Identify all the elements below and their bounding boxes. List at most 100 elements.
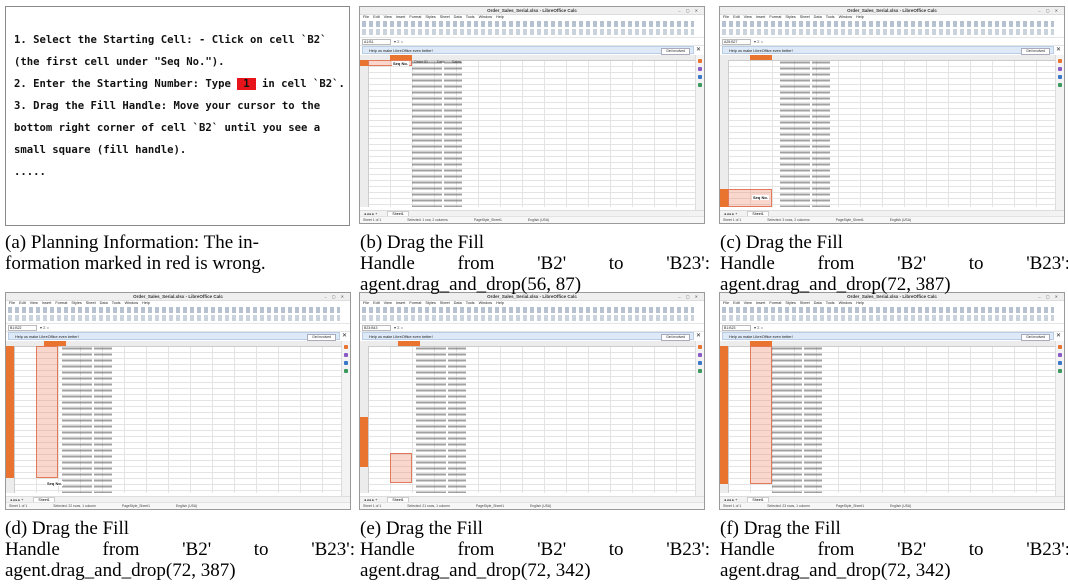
sidebar-icon[interactable] — [698, 369, 702, 373]
menu-item[interactable]: View — [383, 301, 392, 305]
sidebar-icon[interactable] — [698, 361, 702, 365]
sidebar-icon[interactable] — [344, 369, 348, 373]
name-box[interactable]: B1:B22 — [8, 325, 37, 331]
sheet-tab[interactable]: Sheet1 — [387, 497, 409, 503]
get-involved-button[interactable]: Get involved — [1021, 334, 1050, 341]
sidebar-icon[interactable] — [698, 83, 702, 87]
menu-item[interactable]: Sheet — [799, 15, 810, 19]
column-b-header-selected[interactable] — [750, 341, 772, 346]
get-involved-button[interactable]: Get involved — [1021, 48, 1050, 55]
menu-item[interactable]: File — [363, 15, 370, 19]
sheet-tab[interactable]: Sheet1 — [747, 211, 769, 217]
menu-item[interactable]: Tools — [465, 15, 475, 19]
formatting-toolbar[interactable] — [722, 29, 1054, 35]
window-controls[interactable]: – ▢ ✕ — [678, 8, 700, 13]
menu-item[interactable]: Edit — [373, 15, 380, 19]
function-wizard-icon[interactable]: ▾ Σ = — [40, 325, 50, 330]
name-box[interactable]: A1:B1 — [362, 39, 391, 45]
sheet-nav-arrows[interactable]: ◂ ◂ ▸ ▸ + — [364, 498, 378, 502]
formatting-toolbar[interactable] — [362, 29, 694, 35]
menu-item[interactable]: Styles — [425, 301, 436, 305]
sheet-nav-arrows[interactable]: ◂ ◂ ▸ ▸ + — [364, 212, 378, 216]
menu-item[interactable]: Help — [856, 301, 864, 305]
formatting-toolbar[interactable] — [362, 315, 694, 321]
sheet-nav-arrows[interactable]: ◂ ◂ ▸ ▸ + — [724, 212, 738, 216]
menu-item[interactable]: Window — [124, 301, 139, 305]
sidebar-icon[interactable] — [698, 59, 702, 63]
menu-item[interactable]: Format — [55, 301, 68, 305]
cell-selection[interactable] — [390, 453, 412, 483]
function-wizard-icon[interactable]: ▾ Σ = — [394, 39, 404, 44]
column-b-header-selected[interactable] — [44, 341, 66, 346]
menu-item[interactable]: Tools — [465, 301, 475, 305]
formatting-toolbar[interactable] — [722, 315, 1054, 321]
column-b-header-selected[interactable] — [390, 55, 412, 60]
menu-item[interactable]: Format — [409, 301, 422, 305]
column-b-header-selected[interactable] — [750, 55, 772, 60]
menu-item[interactable]: Help — [856, 15, 864, 19]
window-controls[interactable]: – ▢ ✕ — [678, 294, 700, 299]
sidebar-icon[interactable] — [1058, 75, 1062, 79]
menu-item[interactable]: Styles — [425, 15, 436, 19]
menu-item[interactable]: Data — [453, 15, 462, 19]
close-infobar-icon[interactable]: ✕ — [695, 333, 702, 339]
standard-toolbar[interactable] — [722, 307, 1054, 313]
standard-toolbar[interactable] — [362, 21, 694, 27]
sidebar-icon[interactable] — [698, 345, 702, 349]
menu-item[interactable]: Window — [478, 301, 493, 305]
window-controls[interactable]: – ▢ ✕ — [1038, 294, 1060, 299]
menu-item[interactable]: File — [9, 301, 16, 305]
menu-item[interactable]: Window — [838, 15, 853, 19]
menu-item[interactable]: Format — [769, 301, 782, 305]
window-controls[interactable]: – ▢ ✕ — [1038, 8, 1060, 13]
get-involved-button[interactable]: Get involved — [307, 334, 336, 341]
menu-item[interactable]: View — [743, 15, 752, 19]
cell-grid[interactable] — [720, 55, 1055, 207]
menu-item[interactable]: Help — [496, 301, 504, 305]
menu-item[interactable]: Tools — [111, 301, 121, 305]
menu-item[interactable]: Edit — [373, 301, 380, 305]
menu-item[interactable]: Insert — [755, 15, 766, 19]
menu-item[interactable]: Format — [409, 15, 422, 19]
menu-item[interactable]: Help — [496, 15, 504, 19]
menu-item[interactable]: File — [363, 301, 370, 305]
menu-item[interactable]: File — [723, 15, 730, 19]
close-infobar-icon[interactable]: ✕ — [1055, 333, 1062, 339]
menu-item[interactable]: Styles — [785, 301, 796, 305]
sidebar-icon[interactable] — [344, 361, 348, 365]
column-b-header-selected[interactable] — [398, 341, 420, 346]
menu-item[interactable]: Edit — [733, 15, 740, 19]
cell-grid[interactable] — [360, 55, 695, 207]
sheet-tab[interactable]: Sheet1 — [387, 211, 409, 217]
menu-item[interactable]: View — [383, 15, 392, 19]
cell-selection[interactable] — [36, 346, 58, 478]
cell-selection[interactable] — [728, 189, 772, 207]
menu-item[interactable]: Insert — [755, 301, 766, 305]
sheet-nav-arrows[interactable]: ◂ ◂ ▸ ▸ + — [10, 498, 24, 502]
menu-item[interactable]: Help — [142, 301, 150, 305]
get-involved-button[interactable]: Get involved — [661, 48, 690, 55]
name-box[interactable]: B1:B23 — [722, 325, 751, 331]
standard-toolbar[interactable] — [8, 307, 340, 313]
menu-item[interactable]: Data — [813, 301, 822, 305]
menu-item[interactable]: Sheet — [439, 15, 450, 19]
menu-item[interactable]: Edit — [19, 301, 26, 305]
sidebar-icon[interactable] — [1058, 369, 1062, 373]
menu-item[interactable]: Insert — [395, 15, 406, 19]
menu-item[interactable]: Data — [99, 301, 108, 305]
menu-item[interactable]: Edit — [733, 301, 740, 305]
standard-toolbar[interactable] — [722, 21, 1054, 27]
sidebar-icon[interactable] — [1058, 345, 1062, 349]
name-box[interactable]: A25:B27 — [722, 39, 751, 45]
menu-item[interactable]: Window — [478, 15, 493, 19]
window-controls[interactable]: – ▢ ✕ — [324, 294, 346, 299]
sidebar-icon[interactable] — [698, 75, 702, 79]
close-infobar-icon[interactable]: ✕ — [341, 333, 348, 339]
cell-selection[interactable] — [368, 60, 412, 66]
close-infobar-icon[interactable]: ✕ — [1055, 47, 1062, 53]
close-infobar-icon[interactable]: ✕ — [695, 47, 702, 53]
menu-item[interactable]: Window — [838, 301, 853, 305]
function-wizard-icon[interactable]: ▾ Σ = — [754, 325, 764, 330]
sidebar-icon[interactable] — [698, 67, 702, 71]
sheet-tab[interactable]: Sheet1 — [747, 497, 769, 503]
